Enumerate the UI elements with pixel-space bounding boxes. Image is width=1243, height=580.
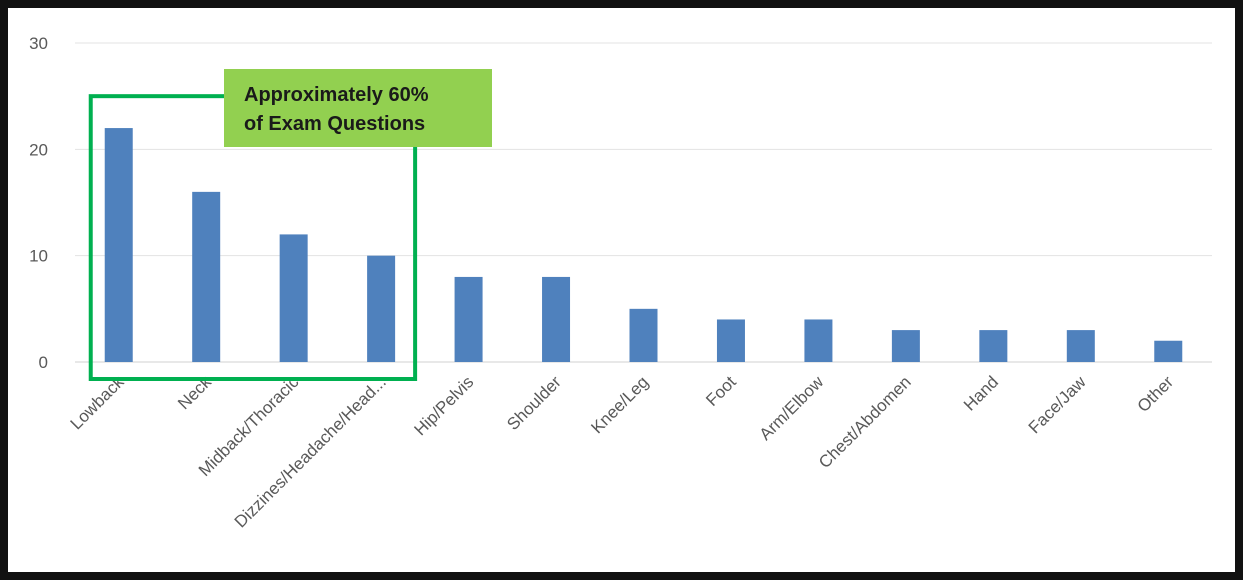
x-category-label: Lowback xyxy=(67,372,128,433)
bar xyxy=(629,308,658,362)
y-axis-ticks: 0 10 20 30 xyxy=(29,34,48,372)
bar xyxy=(716,319,745,362)
x-category-label: Dizzines/Headache/Head... xyxy=(231,372,390,531)
x-category-label: Knee/Leg xyxy=(587,372,652,437)
bar xyxy=(367,255,396,362)
x-axis-labels: Lowback NeckMidback/ThoracicDizzines/Head… xyxy=(67,372,1178,532)
annotation-line-2: of Exam Questions xyxy=(244,113,426,135)
x-category-label: Other xyxy=(1134,372,1178,416)
y-tick-label: 30 xyxy=(29,34,48,53)
y-tick-label: 0 xyxy=(39,353,48,372)
bar xyxy=(891,330,920,362)
bars xyxy=(104,128,1183,362)
x-category-label: Shoulder xyxy=(503,372,565,434)
bar xyxy=(454,276,483,362)
bar xyxy=(1066,330,1095,362)
bar xyxy=(279,234,308,362)
bar xyxy=(979,330,1008,362)
annotation-callout: Approximately 60% of Exam Questions xyxy=(224,69,492,147)
x-category-label: Hand xyxy=(960,372,1002,414)
x-category-label: Arm/Elbow xyxy=(756,372,828,444)
bar xyxy=(104,128,133,362)
y-tick-label: 10 xyxy=(29,247,48,266)
annotation-line-1: Approximately 60% xyxy=(244,84,429,106)
x-category-label: Hip/Pelvis xyxy=(411,372,478,439)
bar xyxy=(1154,340,1183,362)
x-category-label: Chest/Abdomen xyxy=(815,372,915,472)
bar xyxy=(804,319,833,362)
x-category-label: Foot xyxy=(702,372,740,410)
bar xyxy=(542,276,571,362)
x-category-label: Face/Jaw xyxy=(1025,372,1090,437)
bar xyxy=(192,191,221,362)
y-tick-label: 20 xyxy=(29,140,48,159)
